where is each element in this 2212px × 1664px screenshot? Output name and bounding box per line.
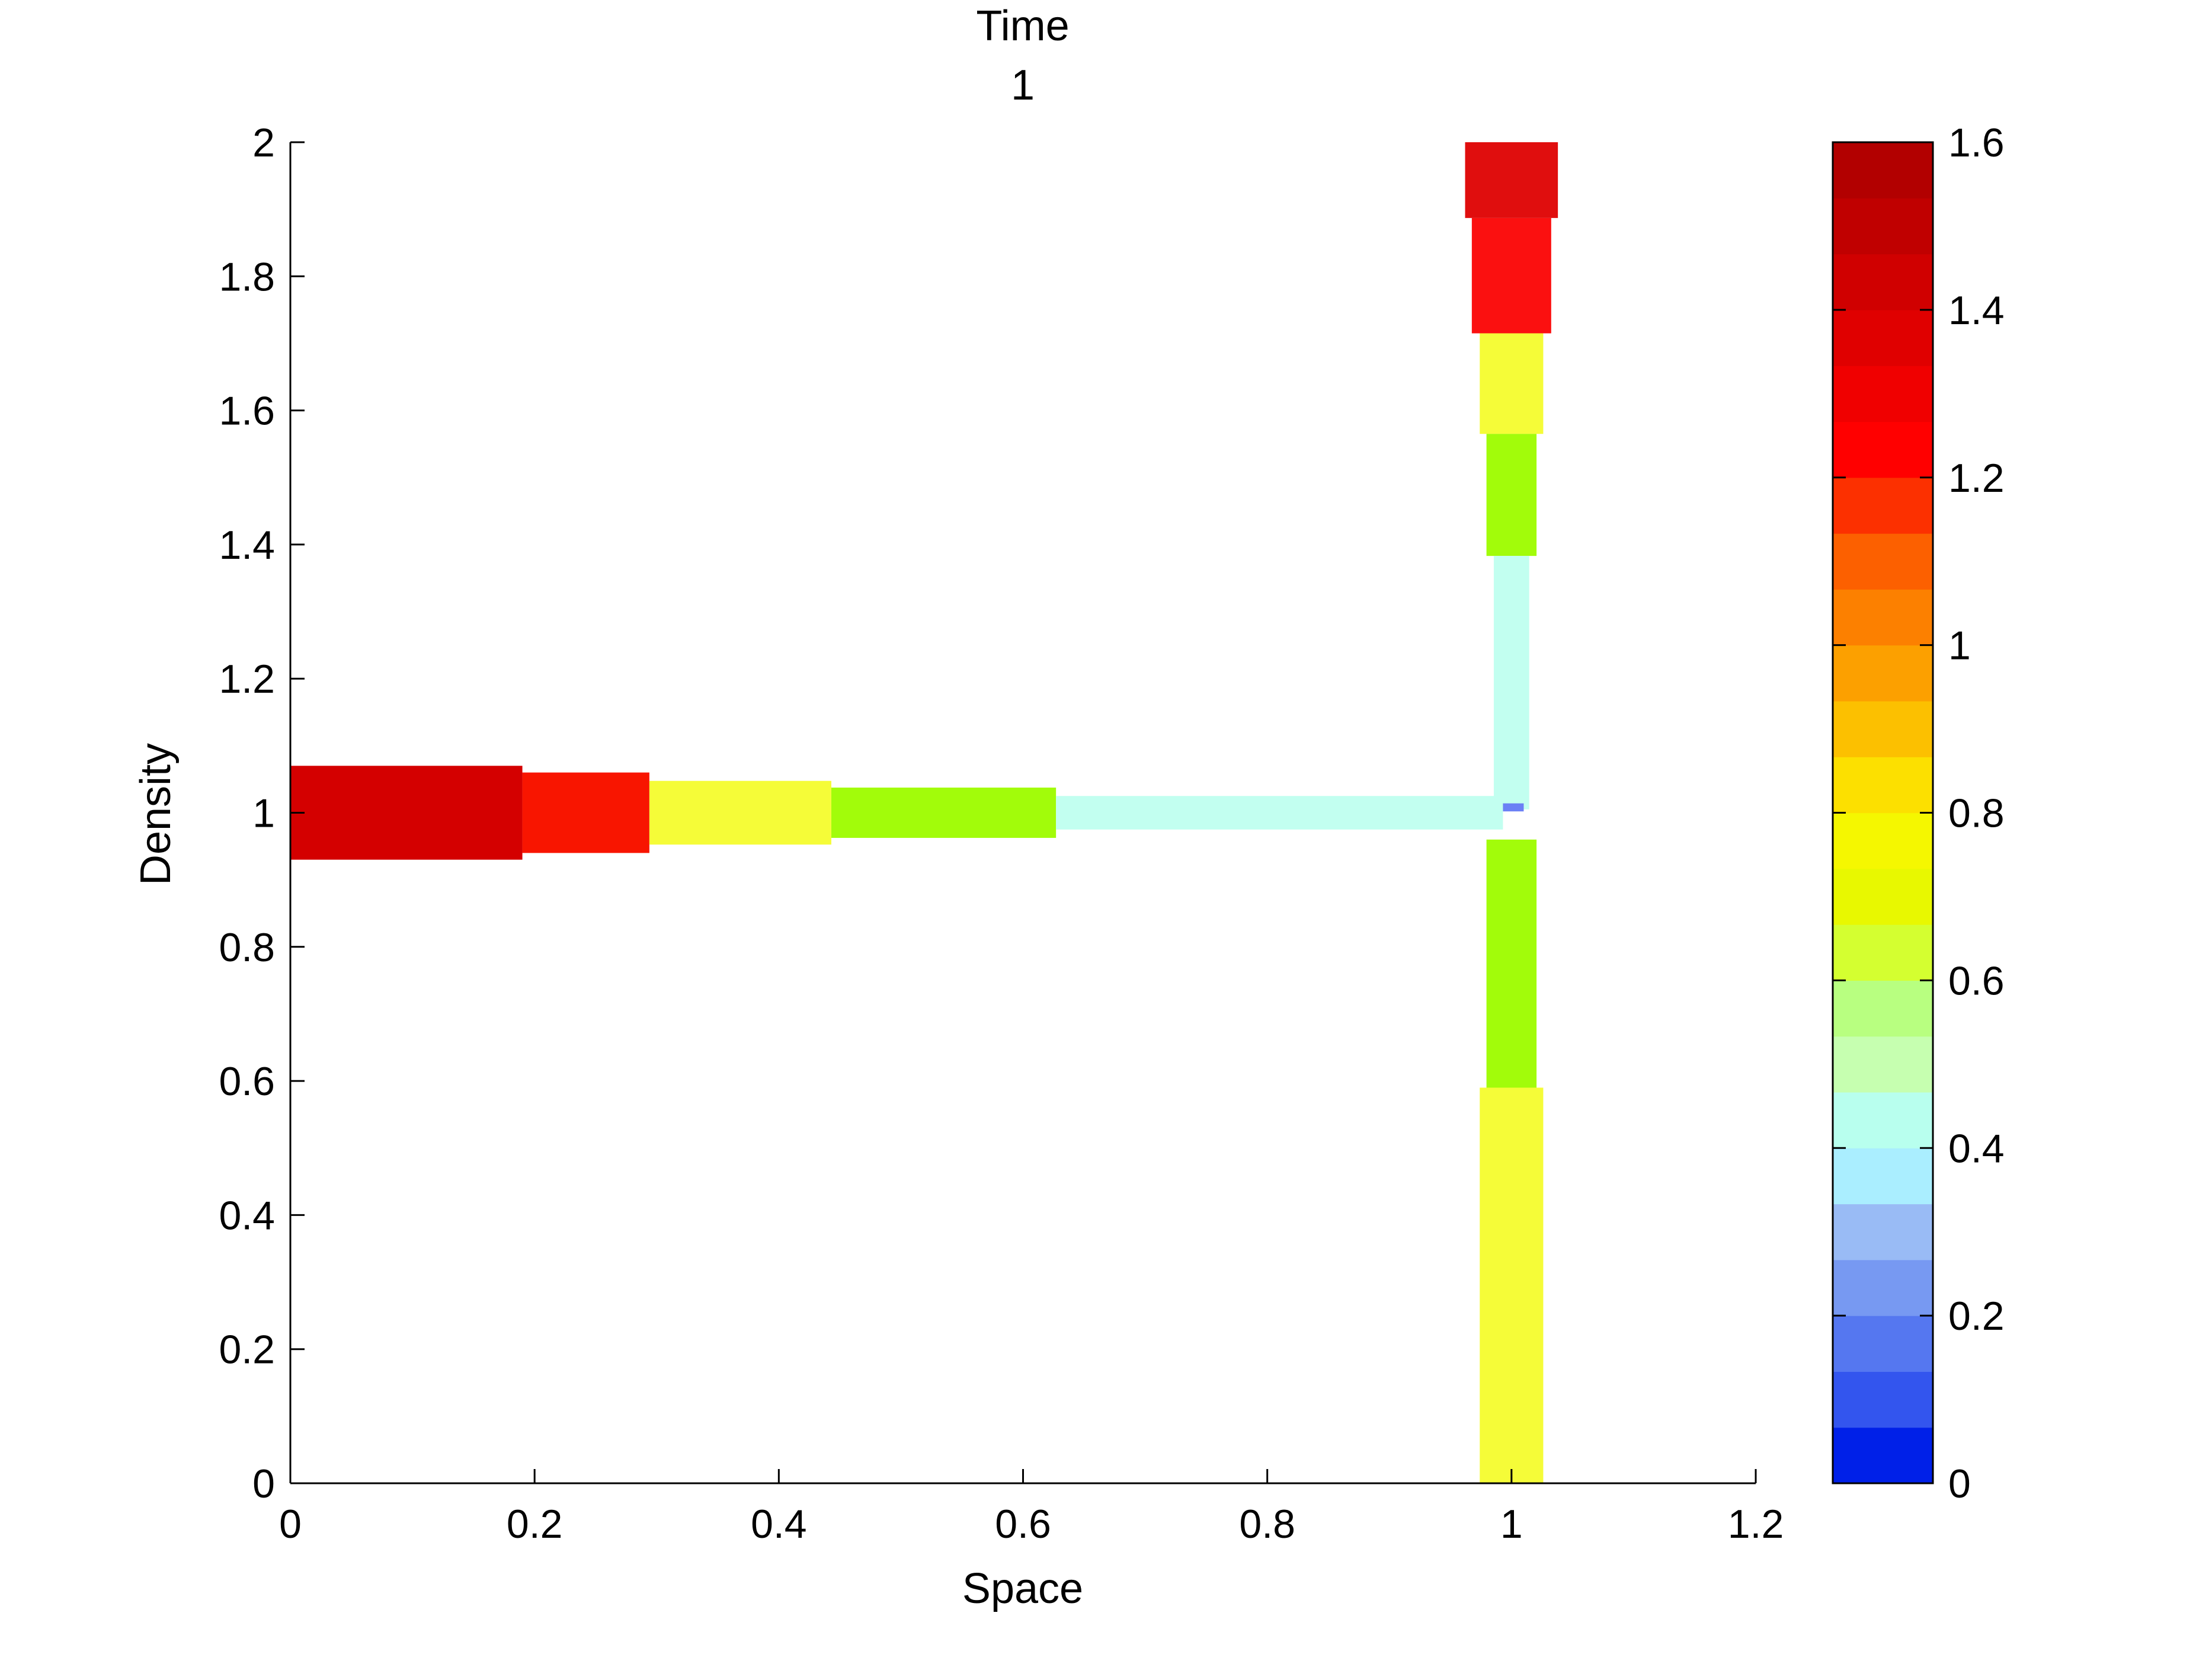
y-tick-label: 1.2: [219, 657, 275, 702]
y-tick-label: 0.2: [219, 1327, 275, 1372]
plot-area: [290, 142, 1558, 1483]
colorbar-band: [1833, 1204, 1933, 1260]
y-tick-label: 1.8: [219, 254, 275, 299]
segment-vertical-road-top-5: [1493, 556, 1529, 809]
y-axis-label: Density: [132, 743, 180, 885]
colorbar-band: [1833, 980, 1933, 1037]
y-tick-label: 2: [252, 120, 275, 165]
colorbar-band: [1833, 1036, 1933, 1093]
x-tick-label: 0.2: [507, 1502, 563, 1547]
colorbar-band: [1833, 198, 1933, 255]
colorbar-tick-label: 1.4: [1948, 288, 2005, 333]
y-tick-label: 1.4: [219, 523, 275, 568]
y-tick-label: 1.6: [219, 389, 275, 434]
segment-vertical-road-top-2: [1471, 217, 1551, 334]
segment-vertical-road-bottom-1: [1486, 839, 1537, 1095]
colorbar-band: [1833, 1092, 1933, 1148]
colorbar-tick-label: 1: [1948, 623, 1971, 668]
colorbar-tick-label: 0.2: [1948, 1294, 2005, 1339]
x-tick-label: 1.2: [1728, 1502, 1784, 1547]
segment-horizontal-road-1: [290, 766, 523, 860]
colorbar-band: [1833, 1371, 1933, 1428]
y-tick-label: 0: [252, 1461, 275, 1506]
colorbar-tick-label: 0.8: [1948, 791, 2005, 836]
title-line-1: Time: [976, 2, 1069, 50]
colorbar-band: [1833, 1259, 1933, 1316]
colorbar: [1832, 141, 1934, 1484]
colorbar-band: [1833, 366, 1933, 423]
y-tick-label: 0.6: [219, 1059, 275, 1104]
segment-vertical-road-bottom-2: [1480, 1087, 1544, 1483]
segment-horizontal-road-5: [1056, 796, 1503, 830]
colorbar-band: [1833, 645, 1933, 702]
colorbar-band: [1833, 757, 1933, 814]
x-axis-ticks: 0 0.2 0.4 0.6 0.8 1 1.2: [279, 1469, 1784, 1547]
y-tick-label: 0.8: [219, 925, 275, 970]
x-tick-label: 0.8: [1239, 1502, 1295, 1547]
colorbar-tick-label: 1.6: [1948, 120, 2005, 165]
colorbar-tick-label: 1.2: [1948, 456, 2005, 501]
colorbar-band: [1833, 589, 1933, 646]
y-axis-ticks: 0 0.2 0.4 0.6 0.8 1 1.2 1.4 1.6 1.8 2: [219, 120, 305, 1506]
colorbar-band: [1833, 1427, 1933, 1484]
segment-vertical-road-top-4: [1486, 434, 1537, 556]
colorbar-band: [1833, 700, 1933, 757]
colorbar-ticks: 0 0.2 0.4 0.6 0.8 1 1.2 1.4 1.6: [1833, 120, 2005, 1506]
segment-horizontal-road-2: [522, 772, 649, 853]
colorbar-band: [1833, 309, 1933, 366]
colorbar-tick-label: 0.6: [1948, 958, 2005, 1003]
title-line-2: 1: [1011, 62, 1035, 109]
colorbar-band: [1833, 477, 1933, 534]
colorbar-band: [1833, 812, 1933, 869]
colorbar-band: [1833, 254, 1933, 311]
x-tick-label: 0.4: [751, 1502, 807, 1547]
colorbar-band: [1833, 1148, 1933, 1205]
x-tick-label: 0: [279, 1502, 302, 1547]
colorbar-band: [1833, 924, 1933, 981]
colorbar-tick-label: 0: [1948, 1461, 1971, 1506]
chart-title: Time 1: [976, 2, 1069, 109]
x-tick-label: 0.6: [995, 1502, 1051, 1547]
x-axis-label: Space: [962, 1565, 1083, 1612]
segment-horizontal-road-3: [649, 780, 831, 845]
y-tick-label: 0.4: [219, 1193, 275, 1238]
x-tick-label: 1: [1500, 1502, 1523, 1547]
colorbar-band: [1833, 868, 1933, 925]
segment-horizontal-road-4: [831, 788, 1057, 838]
y-tick-label: 1: [252, 791, 275, 836]
colorbar-tick-label: 0.4: [1948, 1126, 2005, 1171]
segment-vertical-road-top-3: [1480, 333, 1544, 434]
segment-junction-cell: [1503, 803, 1524, 812]
colorbar-band: [1833, 142, 1933, 199]
colorbar-band: [1833, 1316, 1933, 1372]
colorbar-band: [1833, 421, 1933, 478]
segment-vertical-road-top-1: [1465, 142, 1558, 218]
colorbar-band: [1833, 533, 1933, 590]
